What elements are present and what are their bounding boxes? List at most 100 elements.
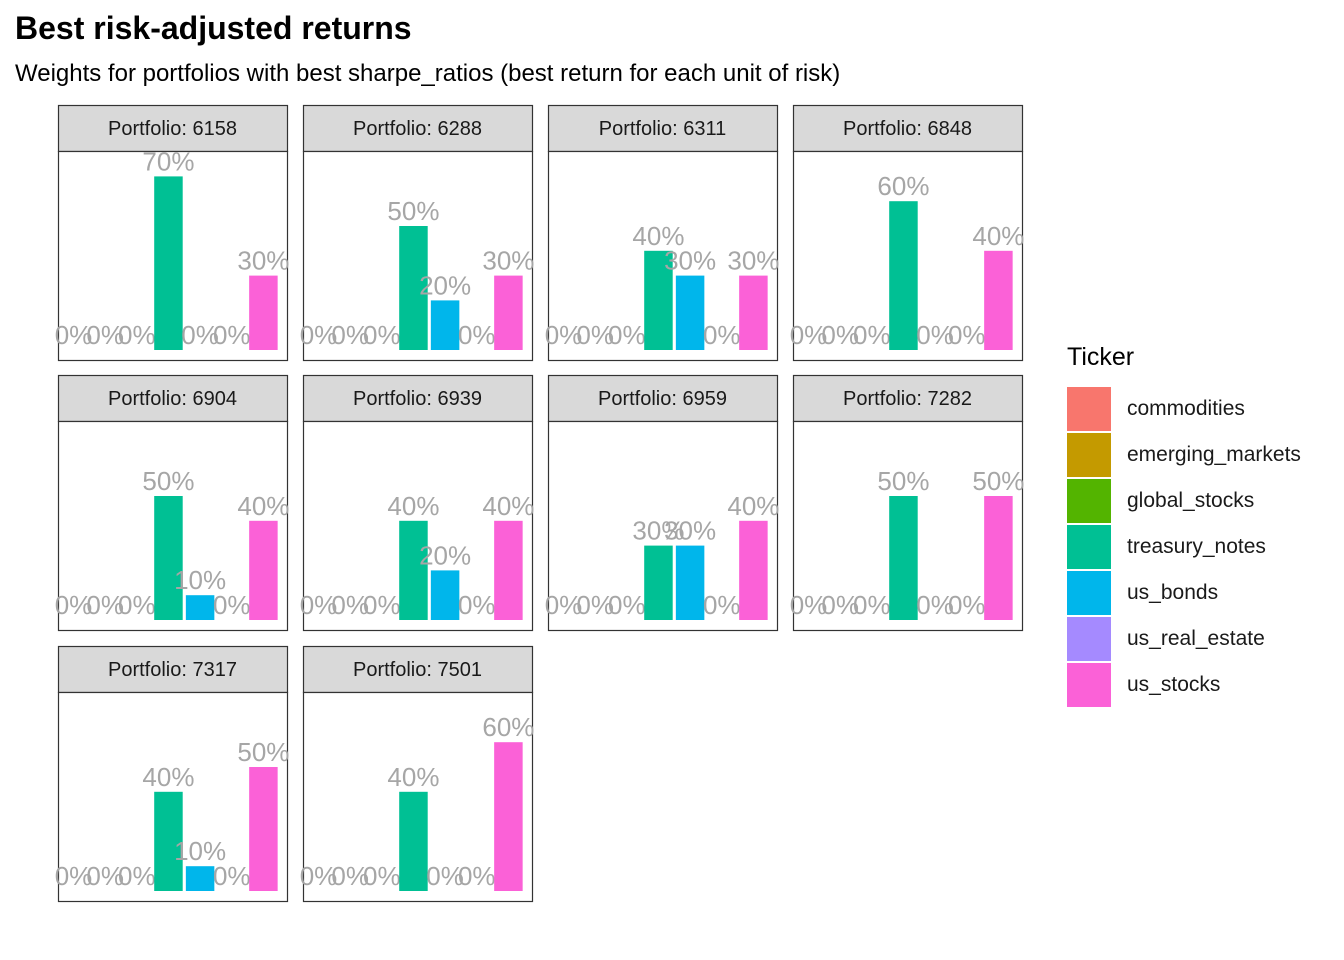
data-label-global_stocks: 0% [608,590,646,620]
data-label-us_bonds: 0% [181,320,219,350]
bar-us_bonds [675,545,705,620]
bar-us_bonds [185,595,215,620]
legend-title: Ticker [1067,343,1135,371]
data-label-emerging_markets: 0% [86,320,124,350]
data-label-treasury_notes: 70% [142,146,194,176]
data-label-global_stocks: 0% [363,320,401,350]
data-label-commodities: 0% [790,320,828,350]
data-label-emerging_markets: 0% [576,320,614,350]
bar-treasury_notes [889,201,918,350]
data-label-commodities: 0% [300,320,338,350]
data-label-us_stocks: 40% [482,491,534,521]
legend-label: us_stocks [1127,673,1221,696]
legend-key-commodities [1067,387,1111,431]
bar-us_bonds [430,300,460,350]
facet-strip-label: Portfolio: 6848 [843,118,972,140]
legend-key-us_bonds [1067,571,1111,615]
facet-strip [302,645,534,694]
legend-key-emerging_markets [1067,433,1111,477]
bar-us_stocks [249,520,278,620]
bar-us_bonds [675,275,705,350]
data-label-commodities: 0% [300,861,338,891]
data-label-emerging_markets: 0% [576,590,614,620]
legend-item-commodities: commodities [1067,386,1301,432]
legend-label: emerging_markets [1127,443,1301,466]
chart-subtitle: Weights for portfolios with best sharpe_… [15,60,841,87]
data-label-treasury_notes: 40% [387,491,439,521]
data-label-emerging_markets: 0% [86,861,124,891]
data-label-treasury_notes: 40% [387,762,439,792]
legend-item-treasury_notes: treasury_notes [1067,524,1301,570]
data-label-us_bonds: 0% [916,320,954,350]
data-label-commodities: 0% [545,590,583,620]
data-label-global_stocks: 0% [608,320,646,350]
data-label-commodities: 0% [55,320,93,350]
data-label-us_stocks: 40% [972,221,1024,251]
data-label-us_real_estate: 0% [213,861,251,891]
legend-item-global_stocks: global_stocks [1067,478,1301,524]
data-label-us_bonds: 30% [664,246,716,276]
data-label-us_stocks: 30% [727,246,779,276]
data-label-us_real_estate: 0% [703,320,741,350]
data-label-treasury_notes: 50% [142,466,194,496]
facet-strip [792,374,1024,423]
data-label-treasury_notes: 50% [877,466,929,496]
bar-treasury_notes [399,791,428,891]
facet-strip-label: Portfolio: 6939 [353,388,482,410]
bar-us_stocks [984,496,1013,620]
facet-strip [57,374,289,423]
facet-strip-label: Portfolio: 7282 [843,388,972,410]
data-label-global_stocks: 0% [853,320,891,350]
data-label-us_bonds: 10% [174,836,226,866]
legend-item-emerging_markets: emerging_markets [1067,432,1301,478]
bar-us_stocks [494,520,523,620]
data-label-global_stocks: 0% [363,590,401,620]
data-label-us_real_estate: 0% [948,320,986,350]
facet-strip-label: Portfolio: 7501 [353,659,482,681]
facet-strip-label: Portfolio: 6904 [108,388,237,410]
data-label-treasury_notes: 50% [387,196,439,226]
legend-item-us_stocks: us_stocks [1067,662,1301,708]
bar-treasury_notes [399,520,428,620]
data-label-commodities: 0% [55,590,93,620]
bar-treasury_notes [154,176,183,350]
bar-us_stocks [249,767,278,891]
data-label-us_real_estate: 0% [458,320,496,350]
data-label-treasury_notes: 30% [632,516,684,546]
data-label-commodities: 0% [545,320,583,350]
bar-us_bonds [430,570,460,620]
data-label-us_bonds: 0% [426,861,464,891]
data-label-us_stocks: 40% [237,491,289,521]
bar-treasury_notes [399,226,428,350]
legend-key-global_stocks [1067,479,1111,523]
facet-strip-label: Portfolio: 6959 [598,388,727,410]
data-label-us_stocks: 30% [237,246,289,276]
data-label-emerging_markets: 0% [821,590,859,620]
data-label-us_real_estate: 0% [213,320,251,350]
data-label-emerging_markets: 0% [331,320,369,350]
data-label-us_bonds: 0% [916,590,954,620]
legend-key-us_real_estate [1067,617,1111,661]
facet-strip-label: Portfolio: 6311 [599,118,727,140]
bar-us_bonds [185,866,215,891]
data-label-us_real_estate: 0% [948,590,986,620]
facet-strip-label: Portfolio: 6158 [108,118,237,140]
data-label-us_real_estate: 0% [213,590,251,620]
legend-label: treasury_notes [1127,535,1266,558]
facet-strip [302,374,534,423]
chart-title: Best risk-adjusted returns [15,10,412,46]
legend-item-us_real_estate: us_real_estate [1067,616,1301,662]
data-label-treasury_notes: 60% [877,171,929,201]
data-label-emerging_markets: 0% [821,320,859,350]
data-label-us_bonds: 30% [664,516,716,546]
facet-strip [57,645,289,694]
legend-items: commodities emerging_markets global_stocks… [1067,386,1301,708]
